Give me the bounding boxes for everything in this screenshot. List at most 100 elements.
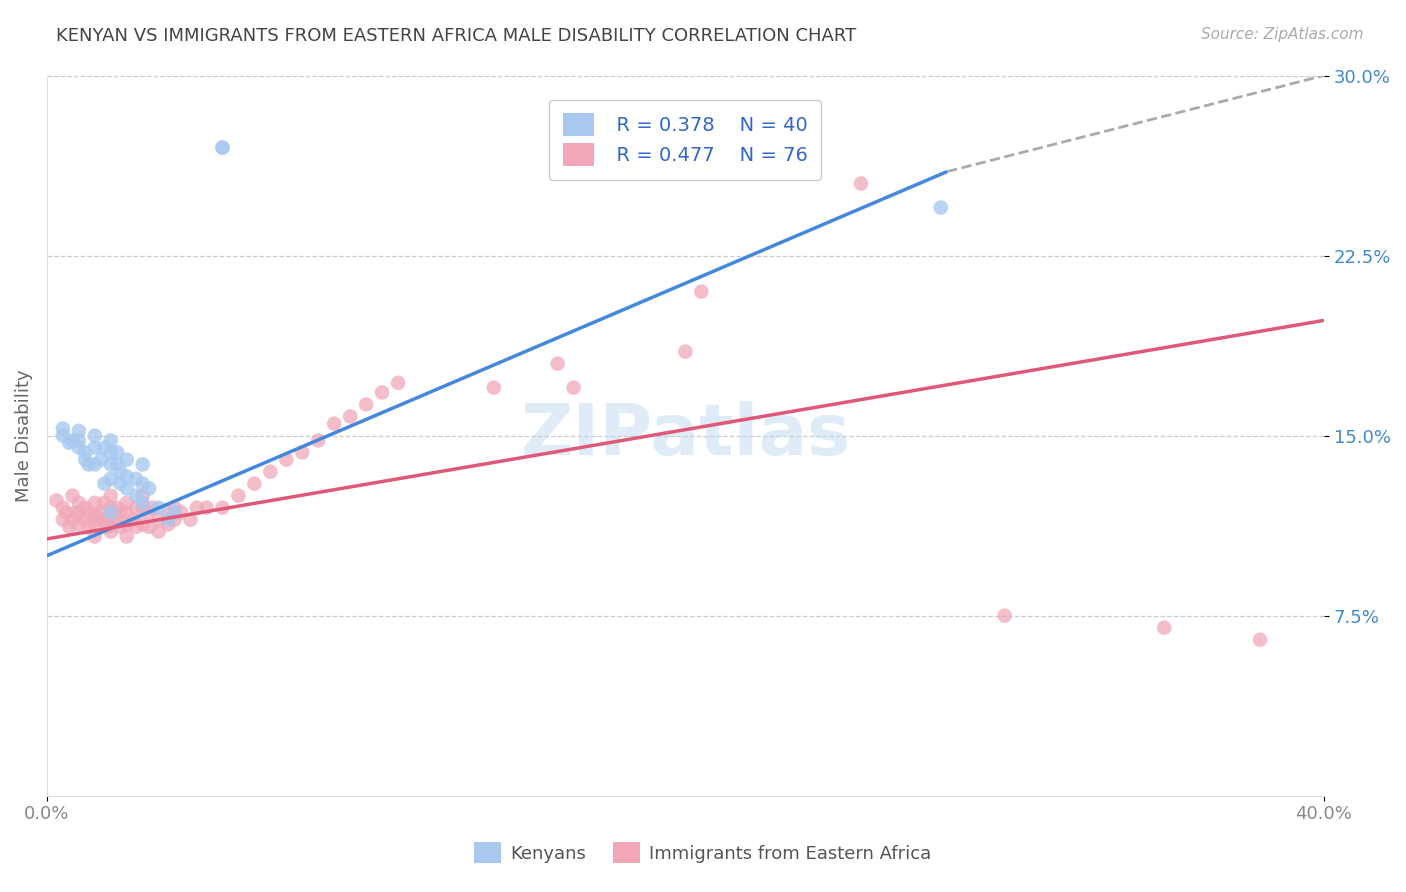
Point <box>138 520 160 534</box>
Point <box>105 513 128 527</box>
Point <box>96 520 118 534</box>
Text: Source: ZipAtlas.com: Source: ZipAtlas.com <box>1201 27 1364 42</box>
Point <box>45 493 67 508</box>
Point <box>52 428 75 442</box>
Point <box>83 517 105 532</box>
Point <box>75 452 97 467</box>
Text: ZIPatlas: ZIPatlas <box>520 401 851 470</box>
Point <box>100 524 122 539</box>
Point <box>170 506 193 520</box>
Point <box>482 381 505 395</box>
Point <box>100 506 122 520</box>
Legend:   R = 0.378    N = 40,   R = 0.477    N = 76: R = 0.378 N = 40, R = 0.477 N = 76 <box>550 100 821 179</box>
Point <box>148 500 170 515</box>
Point <box>125 520 148 534</box>
Point <box>180 513 202 527</box>
Point <box>110 465 132 479</box>
Point <box>65 506 87 520</box>
Point <box>105 445 128 459</box>
Point <box>211 500 233 515</box>
Point <box>148 524 170 539</box>
Point <box>387 376 409 390</box>
Point <box>90 506 112 520</box>
Point <box>1153 621 1175 635</box>
Point <box>93 476 115 491</box>
Point <box>115 469 138 483</box>
Point <box>100 500 122 515</box>
Point <box>115 529 138 543</box>
Point <box>157 513 180 527</box>
Point <box>93 513 115 527</box>
Point <box>77 520 100 534</box>
Point <box>75 445 97 459</box>
Point <box>62 513 84 527</box>
Point <box>141 500 163 515</box>
Point <box>125 500 148 515</box>
Point <box>100 472 122 486</box>
Point <box>371 385 394 400</box>
Y-axis label: Male Disability: Male Disability <box>15 369 32 502</box>
Point <box>52 421 75 435</box>
Point <box>100 458 122 472</box>
Point <box>93 441 115 455</box>
Point <box>67 441 90 455</box>
Point <box>307 434 329 448</box>
Point <box>115 452 138 467</box>
Point <box>276 452 298 467</box>
Point <box>211 140 233 154</box>
Point <box>131 496 153 510</box>
Point <box>849 177 872 191</box>
Point <box>75 500 97 515</box>
Point <box>62 434 84 448</box>
Point <box>131 517 153 532</box>
Point <box>131 458 153 472</box>
Point <box>673 344 696 359</box>
Point <box>93 496 115 510</box>
Point <box>67 506 90 520</box>
Point <box>243 476 266 491</box>
Point <box>90 452 112 467</box>
Point <box>138 506 160 520</box>
Point <box>115 482 138 496</box>
Point <box>83 508 105 522</box>
Point <box>83 441 105 455</box>
Point <box>122 513 145 527</box>
Point <box>994 608 1017 623</box>
Point <box>339 409 361 424</box>
Point <box>77 506 100 520</box>
Point <box>291 445 314 459</box>
Point <box>52 500 75 515</box>
Point <box>100 513 122 527</box>
Point <box>110 476 132 491</box>
Point <box>148 513 170 527</box>
Point <box>125 489 148 503</box>
Point <box>131 489 153 503</box>
Point <box>58 520 80 534</box>
Point <box>100 489 122 503</box>
Point <box>1249 632 1271 647</box>
Point <box>77 458 100 472</box>
Point <box>110 520 132 534</box>
Point <box>163 513 186 527</box>
Point <box>100 445 122 459</box>
Point <box>131 500 153 515</box>
Point <box>67 517 90 532</box>
Point <box>138 482 160 496</box>
Point <box>83 496 105 510</box>
Point <box>163 506 186 520</box>
Point <box>354 397 377 411</box>
Point <box>83 529 105 543</box>
Point <box>110 506 132 520</box>
Point <box>105 458 128 472</box>
Point <box>115 496 138 510</box>
Point <box>259 465 281 479</box>
Point <box>186 500 208 515</box>
Point <box>52 513 75 527</box>
Point <box>67 434 90 448</box>
Text: KENYAN VS IMMIGRANTS FROM EASTERN AFRICA MALE DISABILITY CORRELATION CHART: KENYAN VS IMMIGRANTS FROM EASTERN AFRICA… <box>56 27 856 45</box>
Point <box>75 513 97 527</box>
Point <box>195 500 218 515</box>
Point <box>929 201 952 215</box>
Point <box>115 506 138 520</box>
Point <box>87 513 110 527</box>
